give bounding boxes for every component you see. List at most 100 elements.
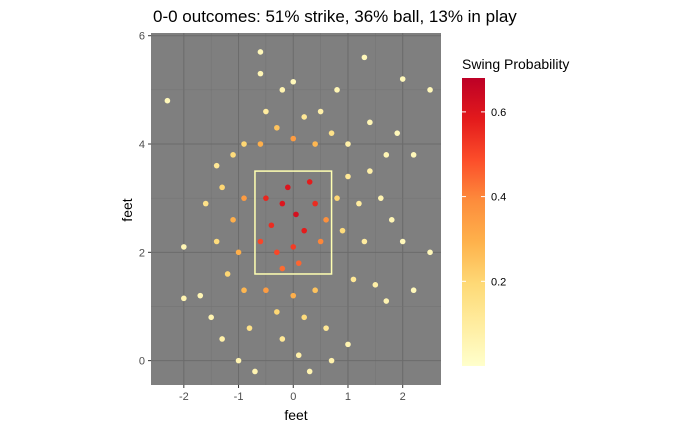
pitch-point [235, 249, 242, 256]
legend-title: Swing Probability [462, 56, 569, 72]
pitch-point [361, 54, 368, 61]
pitch-point [312, 287, 318, 294]
pitch-point [274, 309, 280, 315]
y-axis-ticks: 0 2 4 6 [139, 31, 151, 368]
pitch-point [323, 325, 329, 331]
pitch-point [301, 114, 308, 120]
x-tick-label: 0 [290, 391, 296, 403]
pitch-point [290, 292, 297, 299]
x-axis-ticks: -2 -1 0 1 2 [179, 385, 406, 403]
x-tick-label: 2 [400, 391, 406, 403]
pitch-point [372, 282, 379, 288]
pitch-point [306, 368, 313, 375]
legend-tick-label: 0.2 [491, 276, 506, 288]
pitch-point [246, 325, 253, 331]
pitch-point [252, 368, 258, 375]
y-axis-title: feet [119, 198, 135, 221]
pitch-point [410, 287, 417, 294]
pitch-point [301, 314, 308, 321]
pitch-point [317, 108, 324, 115]
pitch-point [164, 97, 171, 104]
pitch-point [367, 119, 373, 126]
pitch-point [263, 287, 269, 294]
pitch-point [224, 271, 231, 277]
pitch-point [213, 238, 220, 245]
pitch-point [383, 298, 390, 304]
chart-title: 0-0 outcomes: 51% strike, 36% ball, 13% … [153, 7, 517, 26]
pitch-point [334, 195, 340, 201]
pitch-point [388, 217, 395, 223]
pitch-point [378, 195, 384, 201]
pitch-point [279, 200, 286, 207]
pitch-point [257, 238, 264, 245]
legend: Swing Probability 0.2 0.4 0.6 [462, 56, 569, 366]
legend-colorbar [462, 78, 485, 366]
pitch-point [208, 314, 214, 321]
pitch-point [235, 357, 242, 364]
plot-panel [151, 33, 441, 385]
pitch-point [306, 179, 313, 185]
pitch-point [345, 141, 351, 147]
grid-lines [151, 33, 441, 385]
x-axis-title: feet [284, 407, 307, 423]
pitch-point [230, 152, 236, 158]
pitch-point [345, 341, 351, 348]
pitch-point [399, 238, 406, 245]
pitch-point [301, 227, 308, 234]
pitch-point [361, 238, 368, 245]
pitch-point [268, 222, 275, 229]
pitch-point [219, 184, 225, 191]
pitch-point [257, 49, 264, 55]
pitch-point [284, 184, 291, 191]
pitch-point [290, 135, 297, 142]
pitch-point [263, 195, 269, 201]
pitch-point [274, 124, 280, 131]
x-tick-label: 1 [345, 391, 351, 403]
pitch-point [295, 352, 302, 359]
pitch-point [293, 211, 299, 218]
pitch-point [334, 87, 340, 93]
pitch-point [279, 87, 286, 93]
pitch-point [312, 200, 318, 207]
pitch-point [230, 217, 236, 223]
legend-tick-label: 0.4 [491, 192, 506, 204]
pitch-point [323, 217, 329, 223]
pitch-point [312, 141, 318, 147]
pitch-point [399, 76, 406, 82]
pitch-point [367, 168, 373, 174]
pitch-point [241, 141, 247, 147]
pitch-point [181, 295, 187, 302]
x-tick-label: -1 [234, 391, 244, 403]
pitch-point [394, 130, 401, 136]
pitch-point [241, 195, 247, 201]
pitch-point [328, 130, 335, 136]
pitch-point [317, 238, 324, 245]
pitch-point [257, 70, 264, 77]
y-tick-label: 4 [139, 139, 145, 151]
pitch-points [164, 49, 433, 375]
pitch-point [181, 244, 187, 250]
y-tick-label: 6 [139, 31, 145, 43]
y-tick-label: 0 [139, 356, 145, 368]
pitch-point [197, 292, 204, 299]
pitch-point [290, 78, 297, 85]
pitch-point [279, 336, 286, 342]
pitch-point [350, 276, 357, 283]
pitch-point [213, 162, 220, 169]
pitch-point [290, 244, 297, 250]
strike-zone [254, 170, 333, 275]
pitch-point [295, 260, 302, 266]
pitch-point [219, 336, 225, 342]
pitch-point [427, 249, 433, 256]
legend-tick-label: 0.6 [491, 107, 506, 119]
y-tick-label: 2 [139, 247, 145, 259]
pitch-point [383, 152, 390, 158]
pitch-point [345, 173, 351, 180]
pitch-point [241, 287, 247, 294]
pitch-point [257, 141, 264, 147]
pitch-point [339, 227, 346, 234]
pitch-point [410, 152, 417, 158]
pitch-point [328, 357, 335, 364]
x-tick-label: -2 [179, 391, 189, 403]
